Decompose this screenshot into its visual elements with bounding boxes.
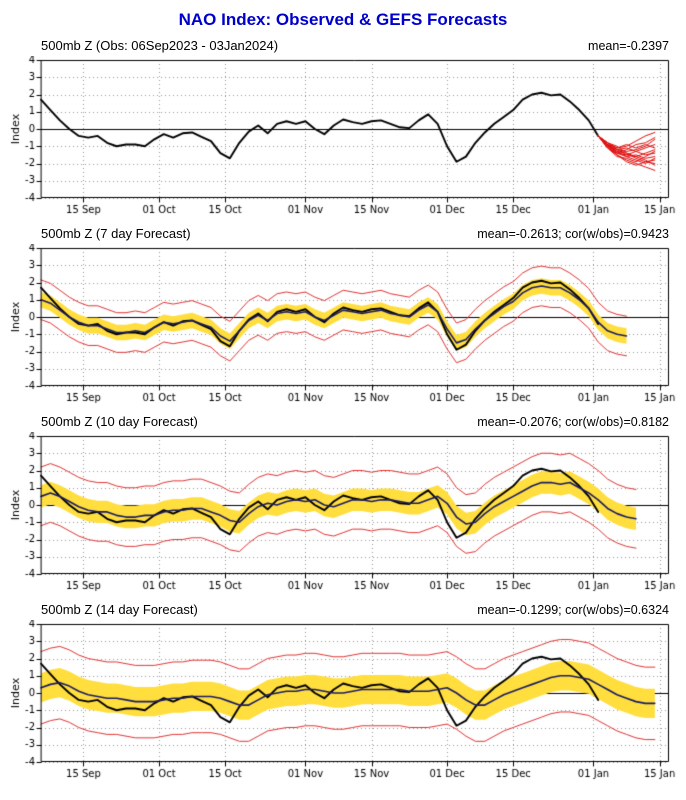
panel-forecast-7day-title: 500mb Z (7 day Forecast) <box>41 226 191 241</box>
panel-forecast-10day: 500mb Z (10 day Forecast) mean=-0.2076; … <box>0 414 686 600</box>
panel-observed: 500mb Z (Obs: 06Sep2023 - 03Jan2024) mea… <box>0 38 686 224</box>
panel-forecast-10day-stats: mean=-0.2076; cor(w/obs)=0.8182 <box>477 415 669 429</box>
panel-forecast-14day-title: 500mb Z (14 day Forecast) <box>41 602 198 617</box>
panel-forecast-7day: 500mb Z (7 day Forecast) mean=-0.2613; c… <box>0 226 686 412</box>
panel-forecast-10day-title: 500mb Z (10 day Forecast) <box>41 414 198 429</box>
forecast-14day-chart-canvas <box>7 620 679 788</box>
panel-forecast-7day-header: 500mb Z (7 day Forecast) mean=-0.2613; c… <box>0 226 686 244</box>
forecast-7day-chart-canvas <box>7 244 679 412</box>
forecast-10day-chart-canvas <box>7 432 679 600</box>
panel-forecast-14day: 500mb Z (14 day Forecast) mean=-0.1299; … <box>0 602 686 788</box>
observed-chart-canvas <box>7 56 679 224</box>
page-title: NAO Index: Observed & GEFS Forecasts <box>178 10 508 29</box>
panel-observed-header: 500mb Z (Obs: 06Sep2023 - 03Jan2024) mea… <box>0 38 686 56</box>
panel-forecast-7day-stats: mean=-0.2613; cor(w/obs)=0.9423 <box>477 227 669 241</box>
panel-observed-title: 500mb Z (Obs: 06Sep2023 - 03Jan2024) <box>41 38 279 53</box>
panel-forecast-14day-header: 500mb Z (14 day Forecast) mean=-0.1299; … <box>0 602 686 620</box>
panel-observed-stats: mean=-0.2397 <box>588 39 669 53</box>
panel-forecast-10day-header: 500mb Z (10 day Forecast) mean=-0.2076; … <box>0 414 686 432</box>
panel-forecast-14day-stats: mean=-0.1299; cor(w/obs)=0.6324 <box>477 603 669 617</box>
